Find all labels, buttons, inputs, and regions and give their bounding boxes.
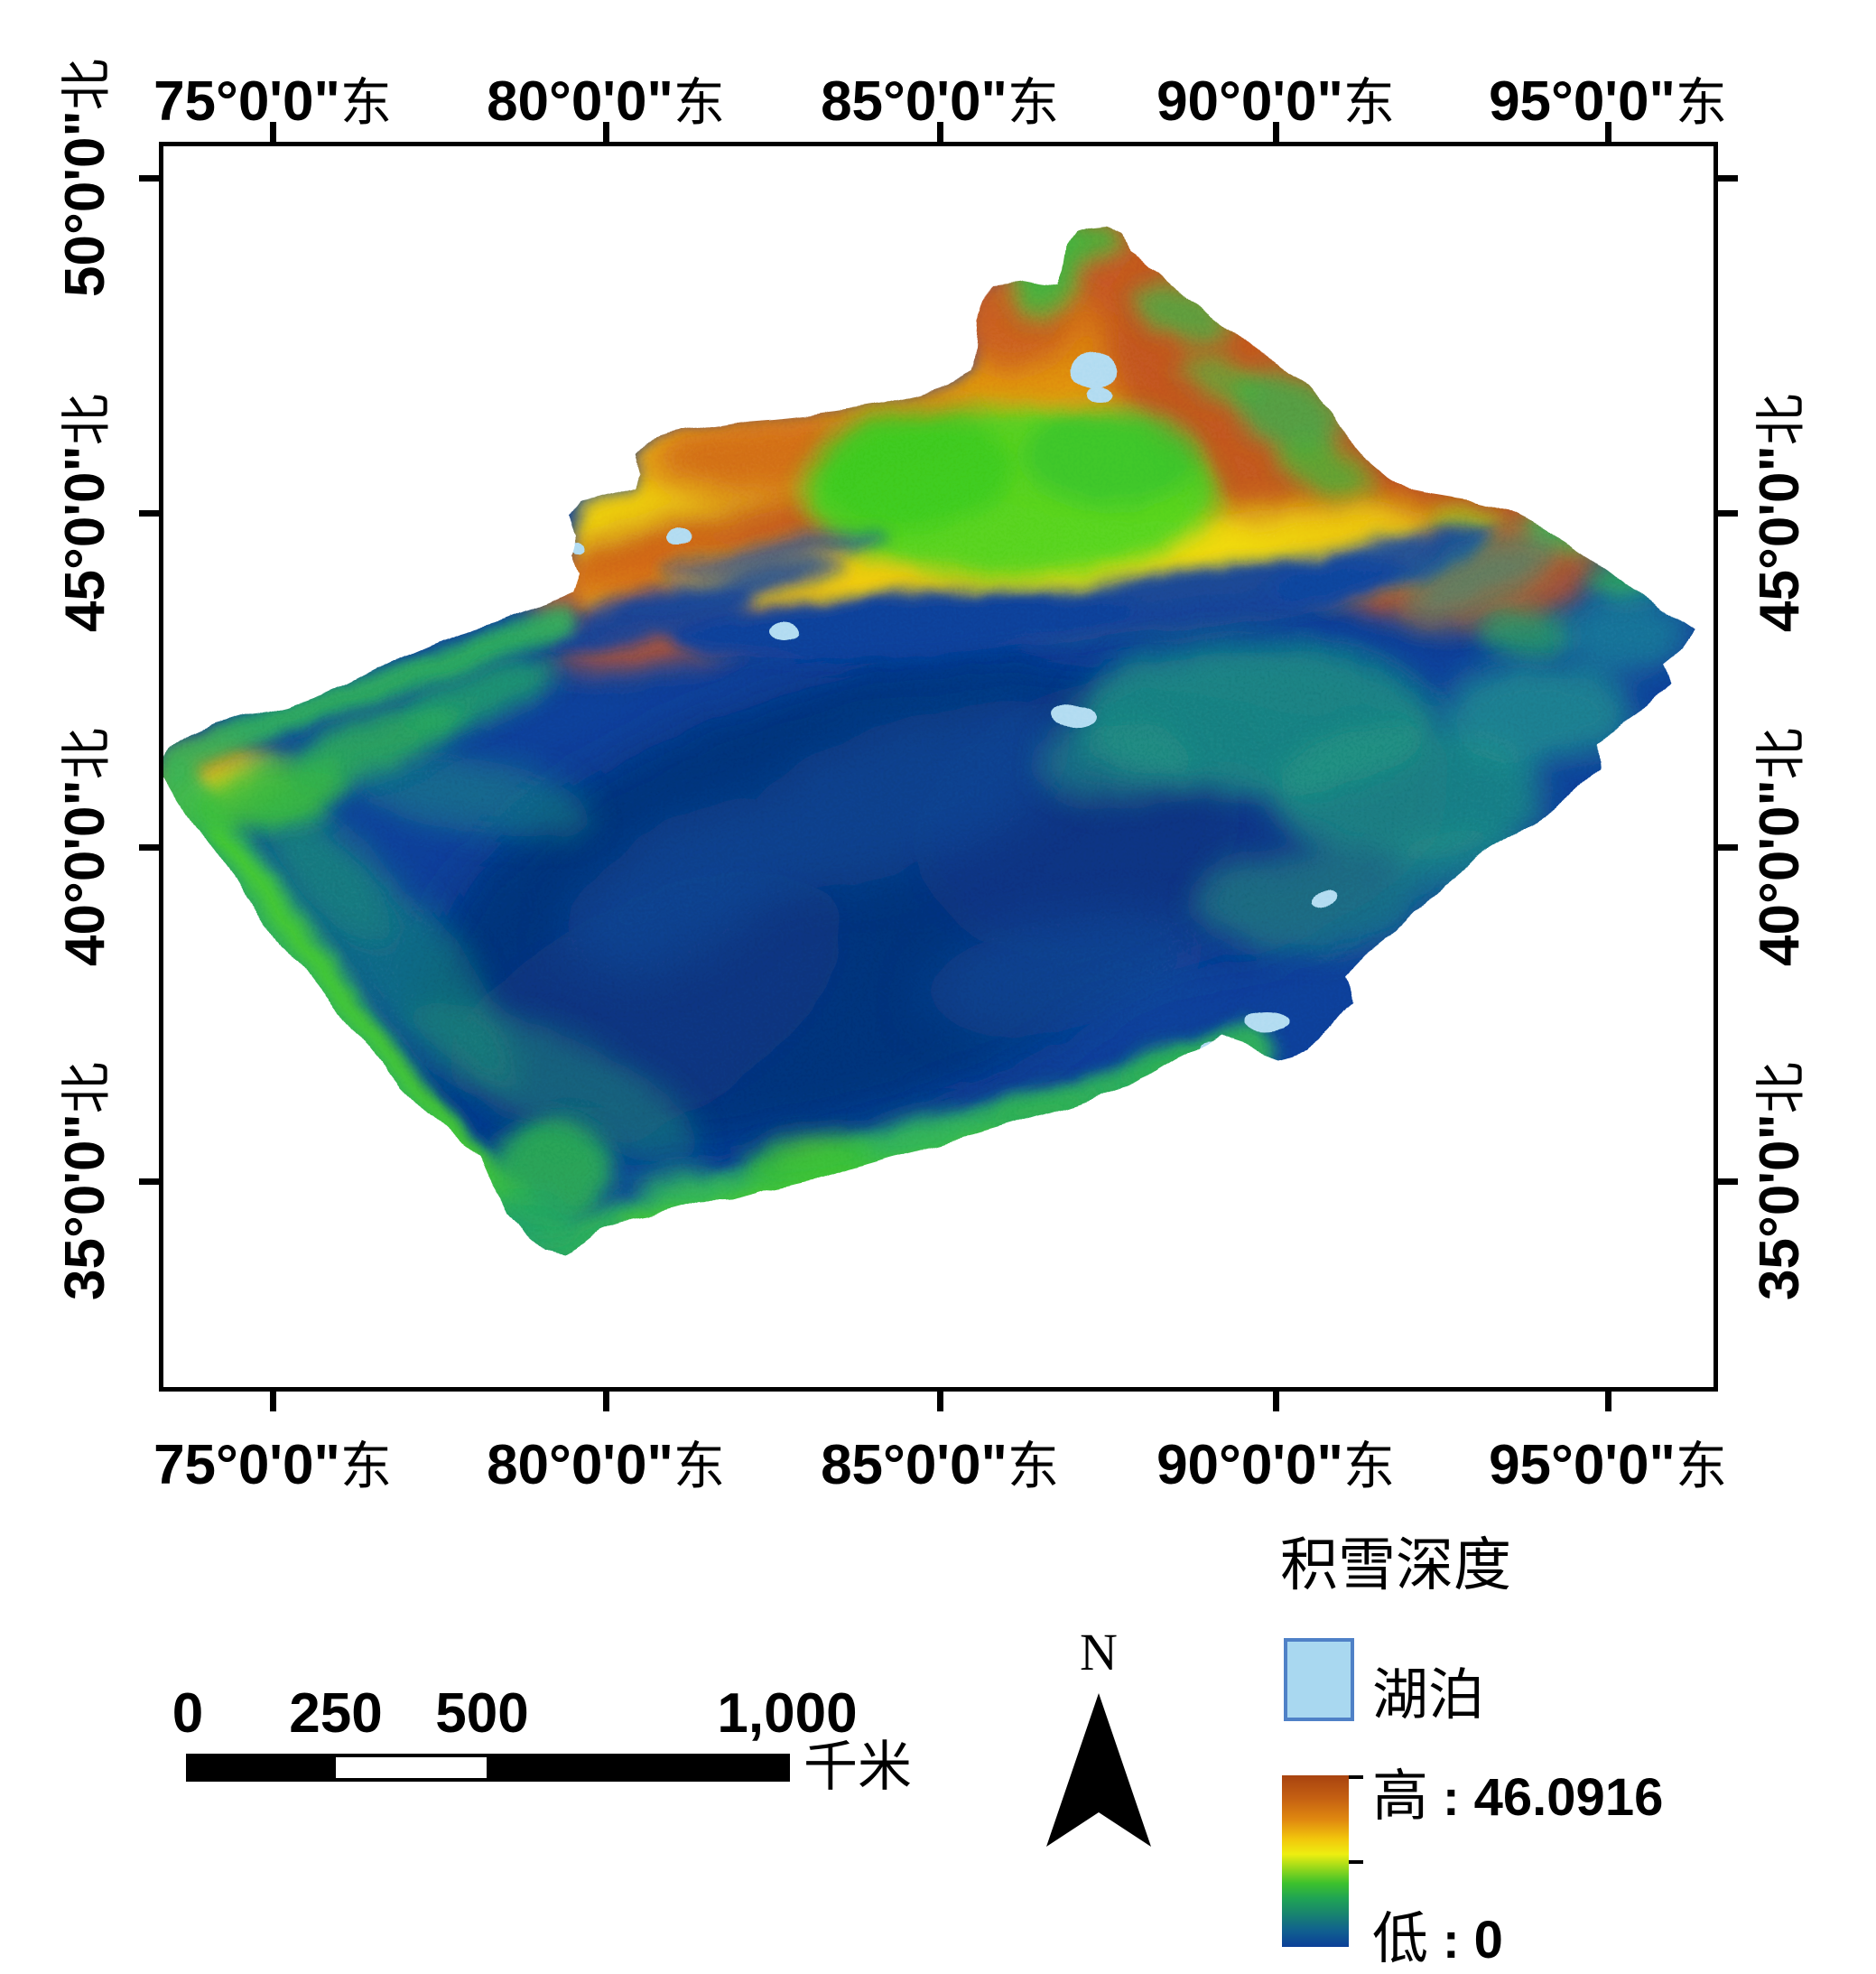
axis-label-top-95e: 95°0'0"东: [1489, 70, 1727, 133]
tick-top-95: [1605, 122, 1611, 142]
axis-label-top-80e: 80°0'0"东: [487, 70, 725, 133]
scalebar-label-1000: 1,000: [717, 1682, 858, 1745]
legend-high-separator: :: [1443, 1769, 1460, 1826]
tick-right-40: [1718, 844, 1738, 851]
axis-label-right-40n: 40°0'0"北: [1749, 728, 1811, 966]
tick-top-90: [1273, 122, 1279, 142]
axis-label-top-90e: 90°0'0"东: [1156, 70, 1395, 133]
lake-label: 湖泊: [1372, 1665, 1485, 1727]
scale-bar-white-segment: [336, 1757, 487, 1778]
legend-low-row: 低:0: [1372, 1893, 1503, 1974]
snow-depth-raster-map: [163, 226, 1694, 1254]
axis-label-top-85e: 85°0'0"东: [821, 70, 1059, 133]
legend-high-value: 46.0916: [1473, 1768, 1664, 1827]
tick-bottom-95: [1605, 1392, 1611, 1411]
axis-label-left-45n: 45°0'0"北: [54, 394, 116, 632]
scalebar-label-250: 250: [289, 1682, 383, 1745]
legend-high-row: 高:46.0916: [1372, 1750, 1663, 1831]
tick-right-35: [1718, 1178, 1738, 1185]
tick-left-50: [139, 175, 159, 182]
legend-high-label: 高: [1372, 1766, 1429, 1828]
axis-label-left-35n: 35°0'0"北: [54, 1062, 116, 1300]
axis-label-bottom-85e: 85°0'0"东: [821, 1434, 1059, 1496]
legend-low-label: 低: [1372, 1909, 1429, 1970]
tick-left-40: [139, 844, 159, 851]
tick-top-80: [603, 122, 609, 142]
axis-label-left-50n: 50°0'0"北: [54, 59, 116, 297]
tick-bottom-85: [937, 1392, 943, 1411]
legend-low-value: 0: [1473, 1911, 1503, 1969]
color-ramp: [1282, 1775, 1349, 1947]
axis-label-right-45n: 45°0'0"北: [1749, 394, 1811, 632]
lake-swatch: [1284, 1638, 1354, 1721]
axis-label-bottom-80e: 80°0'0"东: [487, 1434, 725, 1496]
scale-bar: [186, 1754, 790, 1782]
map-frame: [159, 142, 1718, 1392]
tick-right-45: [1718, 510, 1738, 517]
ramp-tick-top: [1349, 1775, 1363, 1779]
axis-label-bottom-95e: 95°0'0"东: [1489, 1434, 1727, 1496]
axis-label-bottom-90e: 90°0'0"东: [1156, 1434, 1395, 1496]
tick-bottom-75: [270, 1392, 276, 1411]
ramp-tick-middle: [1349, 1860, 1363, 1864]
north-arrow-label: N: [1080, 1623, 1118, 1681]
axis-label-bottom-75e: 75°0'0"东: [153, 1434, 392, 1496]
axis-label-right-35n: 35°0'0"北: [1749, 1062, 1811, 1300]
tick-left-35: [139, 1178, 159, 1185]
tick-left-45: [139, 510, 159, 517]
tick-top-75: [270, 122, 276, 142]
axis-label-left-40n: 40°0'0"北: [54, 728, 116, 966]
legend-low-separator: :: [1443, 1912, 1460, 1969]
legend-title: 积雪深度: [1280, 1533, 1511, 1597]
scalebar-label-0: 0: [172, 1682, 204, 1745]
tick-bottom-80: [603, 1392, 609, 1411]
tick-right-50: [1718, 175, 1738, 182]
tick-top-85: [937, 122, 943, 142]
north-arrow-icon: [1046, 1693, 1151, 1847]
axis-label-top-75e: 75°0'0"东: [153, 70, 392, 133]
scalebar-label-500: 500: [435, 1682, 529, 1745]
scalebar-unit: 千米: [803, 1737, 912, 1797]
tick-bottom-90: [1273, 1392, 1279, 1411]
